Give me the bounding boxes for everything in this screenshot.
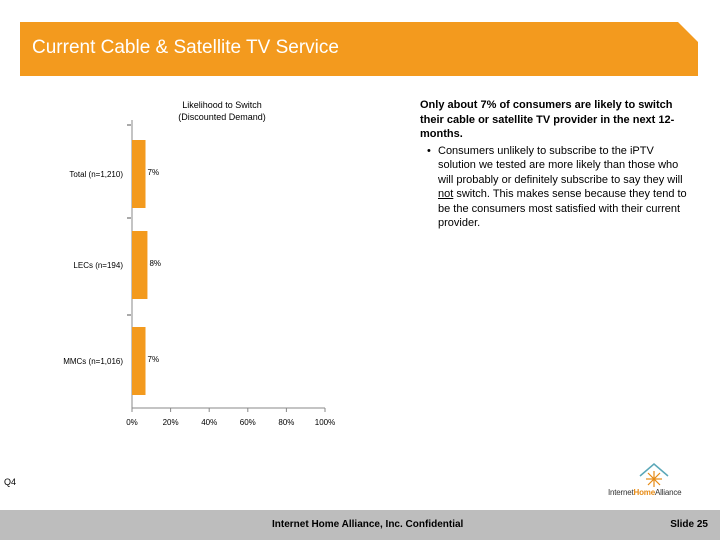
question-label: Q4 xyxy=(4,477,17,487)
bullet-text-underlined: not xyxy=(438,188,454,200)
title-band-shape xyxy=(20,22,698,76)
bullet-text-before: Consumers unlikely to subscribe to the i… xyxy=(438,144,683,186)
page-title: Current Cable & Satellite TV Service xyxy=(32,37,339,58)
house-sunburst-icon xyxy=(639,463,669,487)
x-tick-label: 0% xyxy=(126,418,138,427)
footer: Internet Home Alliance, Inc. Confidentia… xyxy=(0,510,720,540)
bullet-text-after: switch. This makes sense because they te… xyxy=(438,188,687,229)
bullet-symbol: • xyxy=(427,144,431,157)
title-band: Current Cable & Satellite TV Service xyxy=(20,22,698,76)
data-label: 8% xyxy=(149,259,161,268)
bar xyxy=(132,327,146,395)
chart-title-line: (Discounted Demand) xyxy=(178,112,266,122)
commentary: Only about 7% of consumers are likely to… xyxy=(420,98,692,231)
logo: InternetHomeAlliance xyxy=(608,460,700,500)
commentary-headline: Only about 7% of consumers are likely to… xyxy=(420,99,675,140)
x-tick-label: 40% xyxy=(201,418,217,427)
data-label: 7% xyxy=(148,355,160,364)
slide-number: Slide 25 xyxy=(670,519,708,530)
bar xyxy=(132,231,148,299)
bar xyxy=(132,140,146,208)
x-tick-label: 60% xyxy=(240,418,256,427)
footer-confidential: Internet Home Alliance, Inc. Confidentia… xyxy=(272,519,464,530)
x-tick-label: 100% xyxy=(315,418,335,427)
category-label: LECs (n=194) xyxy=(73,261,123,270)
data-label: 7% xyxy=(148,168,160,177)
x-tick-label: 20% xyxy=(163,418,179,427)
commentary-bullet: • Consumers unlikely to subscribe to the … xyxy=(420,144,692,231)
logo-text: InternetHomeAlliance xyxy=(608,488,682,497)
category-label: Total (n=1,210) xyxy=(69,170,123,179)
category-label: MMCs (n=1,016) xyxy=(63,357,123,366)
x-tick-label: 80% xyxy=(278,418,294,427)
chart-title-line: Likelihood to Switch xyxy=(182,100,262,110)
